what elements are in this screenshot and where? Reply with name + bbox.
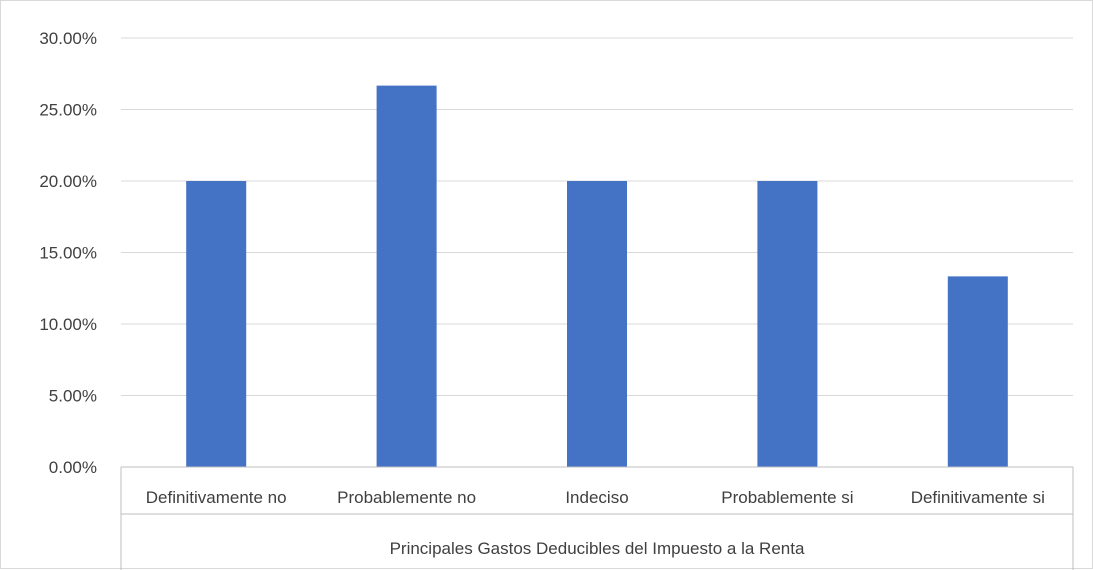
x-tick-label: Probablemente no	[337, 488, 476, 507]
bar	[376, 85, 437, 467]
bar	[757, 181, 818, 467]
y-tick-label: 5.00%	[49, 387, 97, 406]
y-tick-label: 20.00%	[39, 172, 97, 191]
y-tick-label: 15.00%	[39, 244, 97, 263]
y-axis-tick-labels: 0.00% 5.00% 10.00% 15.00% 20.00% 25.00% 30.00%	[39, 29, 97, 477]
x-axis: Definitivamente no Probablemente no Indeci…	[120, 466, 1074, 570]
x-tick-label: Indeciso	[565, 488, 628, 507]
bar	[186, 181, 247, 467]
x-tick-label: Probablemente si	[721, 488, 853, 507]
y-tick-label: 30.00%	[39, 29, 97, 48]
bars	[186, 85, 1008, 467]
bar	[947, 276, 1008, 467]
y-tick-label: 0.00%	[49, 458, 97, 477]
y-tick-label: 25.00%	[39, 101, 97, 120]
bar	[567, 181, 627, 467]
x-axis-title: Principales Gastos Deducibles del Impues…	[390, 539, 805, 558]
x-tick-label: Definitivamente si	[911, 488, 1045, 507]
y-tick-label: 10.00%	[39, 315, 97, 334]
x-tick-label: Definitivamente no	[146, 488, 287, 507]
